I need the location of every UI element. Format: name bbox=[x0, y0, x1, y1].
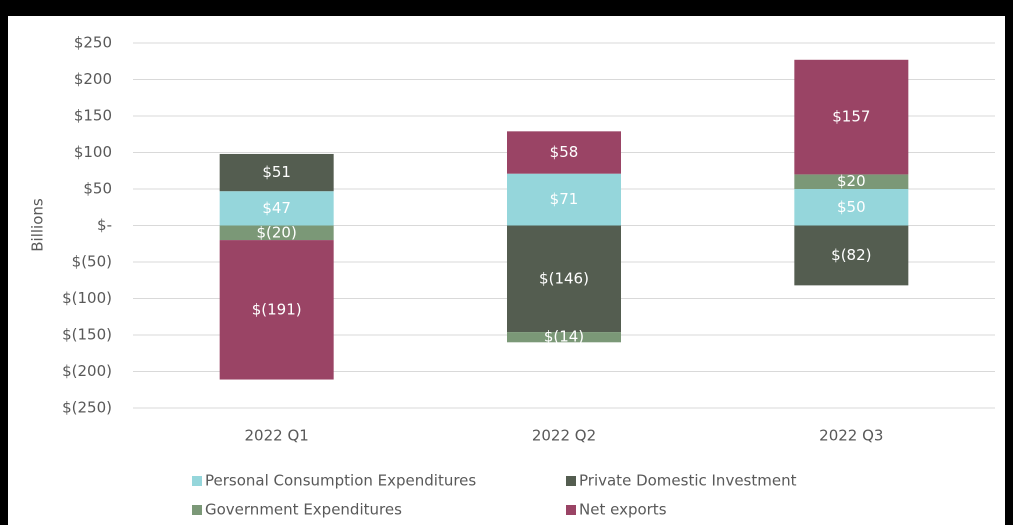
legend-swatch bbox=[566, 476, 576, 486]
y-tick-label: $50 bbox=[83, 180, 112, 198]
y-tick-label: $(100) bbox=[62, 289, 112, 307]
legend-swatch bbox=[566, 505, 576, 515]
bar-segment bbox=[219, 153, 334, 192]
y-axis-label: Billions bbox=[29, 198, 47, 252]
value-label: $58 bbox=[550, 143, 579, 161]
value-label: $71 bbox=[550, 190, 579, 208]
value-label: $(14) bbox=[544, 328, 584, 346]
bar-segment bbox=[219, 240, 334, 380]
x-tick-label: 2022 Q3 bbox=[819, 427, 883, 445]
y-tick-label: $100 bbox=[74, 143, 112, 161]
legend-label: Personal Consumption Expenditures bbox=[205, 472, 476, 490]
y-tick-label: $- bbox=[97, 216, 112, 234]
legend-swatch bbox=[192, 505, 202, 515]
y-tick-label: $200 bbox=[74, 70, 112, 88]
legend-label: Net exports bbox=[579, 501, 667, 519]
value-label: $20 bbox=[837, 172, 866, 190]
bar-segment bbox=[507, 131, 621, 174]
bar-segment bbox=[794, 59, 909, 175]
bar-segment bbox=[507, 225, 621, 333]
x-tick-label: 2022 Q2 bbox=[532, 427, 596, 445]
value-label: $(191) bbox=[252, 300, 302, 318]
bar-segment bbox=[794, 189, 909, 226]
bar-segment bbox=[794, 225, 909, 286]
value-label: $(146) bbox=[539, 269, 589, 287]
legend-label: Private Domestic Investment bbox=[579, 472, 797, 490]
value-label: $157 bbox=[832, 108, 870, 126]
bar-segment bbox=[507, 332, 621, 343]
value-label: $(82) bbox=[831, 246, 871, 264]
y-tick-label: $(250) bbox=[62, 399, 112, 417]
bar-segment bbox=[219, 191, 334, 226]
value-label: $51 bbox=[262, 163, 291, 181]
x-tick-label: 2022 Q1 bbox=[245, 427, 309, 445]
y-tick-label: $(50) bbox=[72, 253, 112, 271]
value-label: $50 bbox=[837, 198, 866, 216]
y-tick-label: $(150) bbox=[62, 326, 112, 344]
y-tick-label: $250 bbox=[74, 34, 112, 52]
value-label: $47 bbox=[262, 199, 291, 217]
y-tick-label: $150 bbox=[74, 107, 112, 125]
bar-segment bbox=[507, 173, 621, 226]
value-label: $(20) bbox=[256, 223, 296, 241]
bar-segment bbox=[794, 174, 909, 189]
legend-label: Government Expenditures bbox=[205, 501, 402, 519]
legend-swatch bbox=[192, 476, 202, 486]
y-tick-label: $(200) bbox=[62, 362, 112, 380]
bar-segment bbox=[219, 225, 334, 241]
